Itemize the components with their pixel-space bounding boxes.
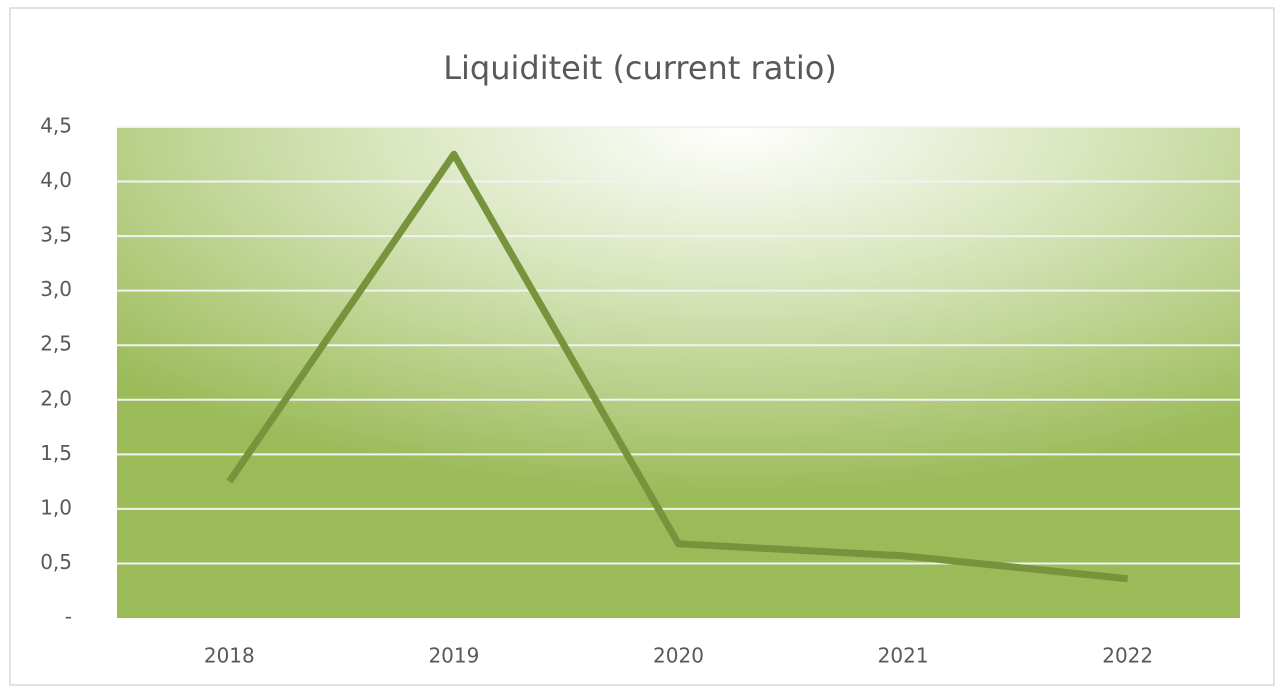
chart-title: Liquiditeit (current ratio) [443,49,837,87]
line-series [226,150,1129,583]
y-tick-label: 1,0 [40,495,72,519]
y-tick-label: 2,5 [40,332,72,356]
x-tick-label: 2018 [204,644,255,668]
x-tick-label: 2019 [428,644,479,668]
y-tick-label: 0,5 [40,550,72,574]
y-tick-label: 3,0 [40,277,72,301]
x-tick-label: 2020 [653,644,704,668]
x-tick-label: 2022 [1102,644,1153,668]
y-tick-label: 3,5 [40,223,72,247]
y-tick-label: 4,0 [40,168,72,192]
y-tick-label: 1,5 [40,441,72,465]
y-tick-label: 2,0 [40,386,72,410]
x-tick-label: 2021 [878,644,929,668]
y-tick-label: 4,5 [40,114,72,138]
y-tick-label: - [65,605,72,629]
